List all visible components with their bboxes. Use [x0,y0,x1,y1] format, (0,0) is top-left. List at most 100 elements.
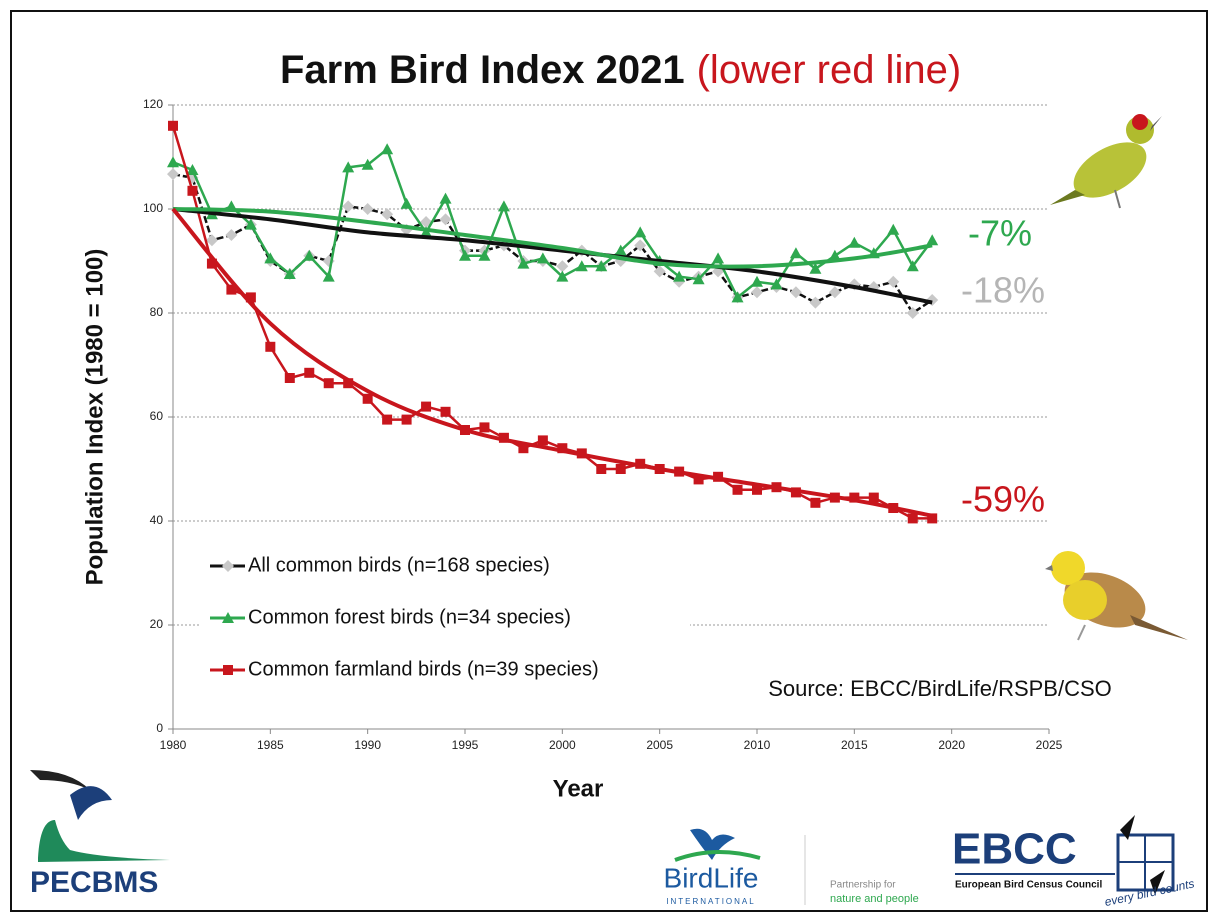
marker [186,164,199,175]
legend-marker [222,560,234,572]
marker [517,257,530,269]
partnership-line-2: nature and people [830,893,919,905]
marker [323,378,334,389]
chart-title: Farm Bird Index 2021 (lower red line) [280,48,961,92]
marker [362,393,373,404]
marker [304,367,315,378]
y-tick-label: 80 [150,305,164,319]
x-tick-label: 2020 [938,738,965,752]
ebcc-logo: EBCC European Bird Census Council every … [952,815,1196,909]
marker [497,200,510,212]
marker [226,284,237,295]
legend-background [200,548,690,693]
marker [381,143,394,155]
marker [400,197,413,209]
marker [303,249,316,261]
series-line [171,125,933,520]
marker [421,401,432,412]
marker [420,226,433,238]
y-tick-label: 20 [150,617,164,631]
trend-line [172,207,933,305]
marker [868,492,879,503]
marker [342,200,355,213]
marker [751,286,763,299]
marker [284,373,295,383]
y-tick-label: 0 [156,721,163,735]
title: Farm Bird Index 2021 [280,48,685,92]
marker [828,249,841,261]
annotation: -7% [968,213,1032,254]
marker [382,414,393,425]
x-tick-label: 1995 [452,738,479,752]
marker [789,247,802,259]
birdlife-text: BirdLife [664,862,759,893]
marker [479,422,490,433]
marker [907,513,918,524]
woodpecker-illustration [1050,114,1162,209]
marker [401,414,412,425]
legend-marker [223,665,233,675]
marker [459,249,471,261]
x-tick-label: 1985 [257,738,284,752]
marker [614,244,627,256]
marker [634,226,647,238]
marker [927,513,938,524]
marker [692,273,705,285]
marker [810,497,821,508]
birdlife-sub: INTERNATIONAL [666,897,755,906]
x-tick-label: 2005 [646,738,673,752]
plot-area: 0 20 40 60 80 100 120 1980 1985 1990 1995 2000 2005 2… [143,97,1112,752]
marker [361,203,374,215]
y-tick-label: 120 [143,97,163,111]
annotation: -18% [961,270,1045,311]
marker [264,252,277,264]
marker [906,260,919,272]
ebcc-sub: European Bird Census Council [955,880,1102,891]
marker [167,156,179,168]
marker [751,275,763,287]
marker [634,239,647,252]
x-axis-label: Year [553,775,604,802]
marker [225,229,238,241]
marker [518,443,529,454]
subtitle: (lower red line) [697,48,962,92]
marker [283,268,296,279]
marker [595,260,608,272]
source-note: Source: EBCC/BirdLife/RSPB/CSO [768,676,1112,701]
marker [361,158,374,170]
marker [342,161,355,173]
marker [206,258,217,269]
pecbms-text: PECBMS [30,866,158,899]
marker [615,464,626,474]
x-tick-label: 1990 [354,738,381,752]
y-tick-label: 100 [143,201,163,215]
marker [439,192,452,204]
marker [673,270,686,282]
x-tick-label: 2015 [841,738,868,752]
marker [343,378,354,389]
yellowhammer-illustration [1045,551,1188,641]
marker [168,120,178,131]
marker [596,464,607,474]
x-tick-label: 2025 [1036,738,1063,752]
x-tick-label: 1980 [160,738,187,752]
marker [693,474,704,485]
marker [556,260,569,273]
marker [789,286,802,299]
partnership-line-1: Partnership for [830,880,896,891]
legend-label: All common birds (n=168 species) [248,554,550,576]
marker [809,262,822,274]
marker [439,213,452,226]
marker [322,270,335,282]
marker [906,307,919,319]
marker [849,492,860,503]
marker [575,260,588,272]
marker [887,275,900,288]
series-line [172,147,934,300]
marker [244,218,257,230]
marker [732,484,743,495]
marker [712,252,725,264]
marker [205,234,218,247]
